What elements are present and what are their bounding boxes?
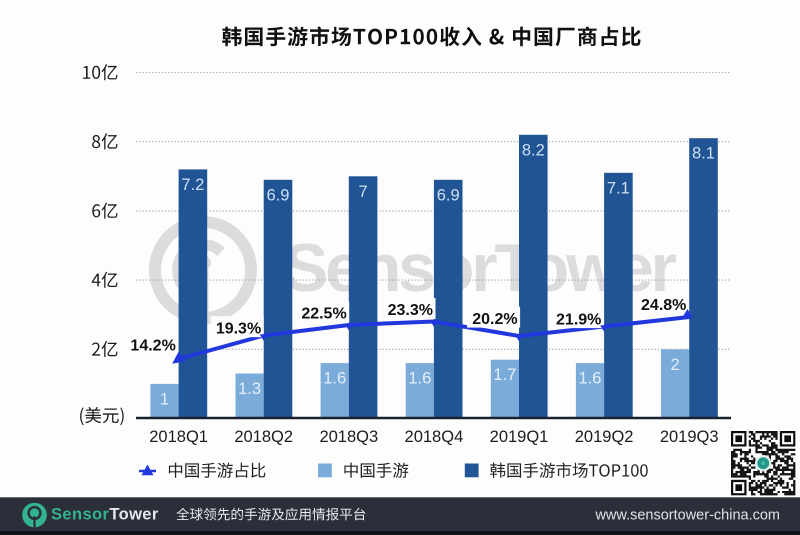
svg-text:6.9: 6.9 (267, 186, 290, 204)
svg-text:2018Q4: 2018Q4 (405, 428, 464, 446)
svg-text:SensorTower: SensorTower (51, 505, 159, 523)
svg-text:1.6: 1.6 (579, 370, 602, 388)
svg-text:21.9%: 21.9% (556, 311, 601, 328)
svg-text:7.1: 7.1 (607, 179, 630, 197)
svg-text:2018Q1: 2018Q1 (149, 428, 208, 446)
svg-text:1.6: 1.6 (323, 370, 346, 388)
svg-text:23.3%: 23.3% (388, 302, 433, 319)
svg-text:24.8%: 24.8% (641, 297, 686, 314)
svg-text:19.3%: 19.3% (216, 320, 261, 337)
svg-text:1: 1 (160, 390, 169, 408)
svg-text:7.2: 7.2 (181, 176, 204, 194)
svg-text:1.3: 1.3 (238, 380, 261, 398)
svg-text:8.1: 8.1 (692, 145, 715, 163)
svg-text:www.sensortower-china.com: www.sensortower-china.com (594, 508, 780, 524)
svg-text:8.2: 8.2 (522, 141, 545, 159)
svg-text:2018Q3: 2018Q3 (319, 428, 378, 446)
svg-text:22.5%: 22.5% (301, 306, 346, 323)
svg-text:2018Q2: 2018Q2 (234, 428, 293, 446)
svg-text:6.9: 6.9 (437, 186, 460, 204)
svg-text:20.2%: 20.2% (472, 311, 517, 328)
svg-text:2: 2 (671, 356, 680, 374)
svg-text:2019Q1: 2019Q1 (490, 428, 549, 446)
svg-text:7: 7 (359, 183, 368, 201)
svg-text:1.7: 1.7 (493, 366, 516, 384)
svg-text:2019Q2: 2019Q2 (575, 428, 634, 446)
svg-text:2019Q3: 2019Q3 (660, 428, 719, 446)
svg-text:14.2%: 14.2% (130, 338, 175, 355)
svg-text:1.6: 1.6 (408, 370, 431, 388)
